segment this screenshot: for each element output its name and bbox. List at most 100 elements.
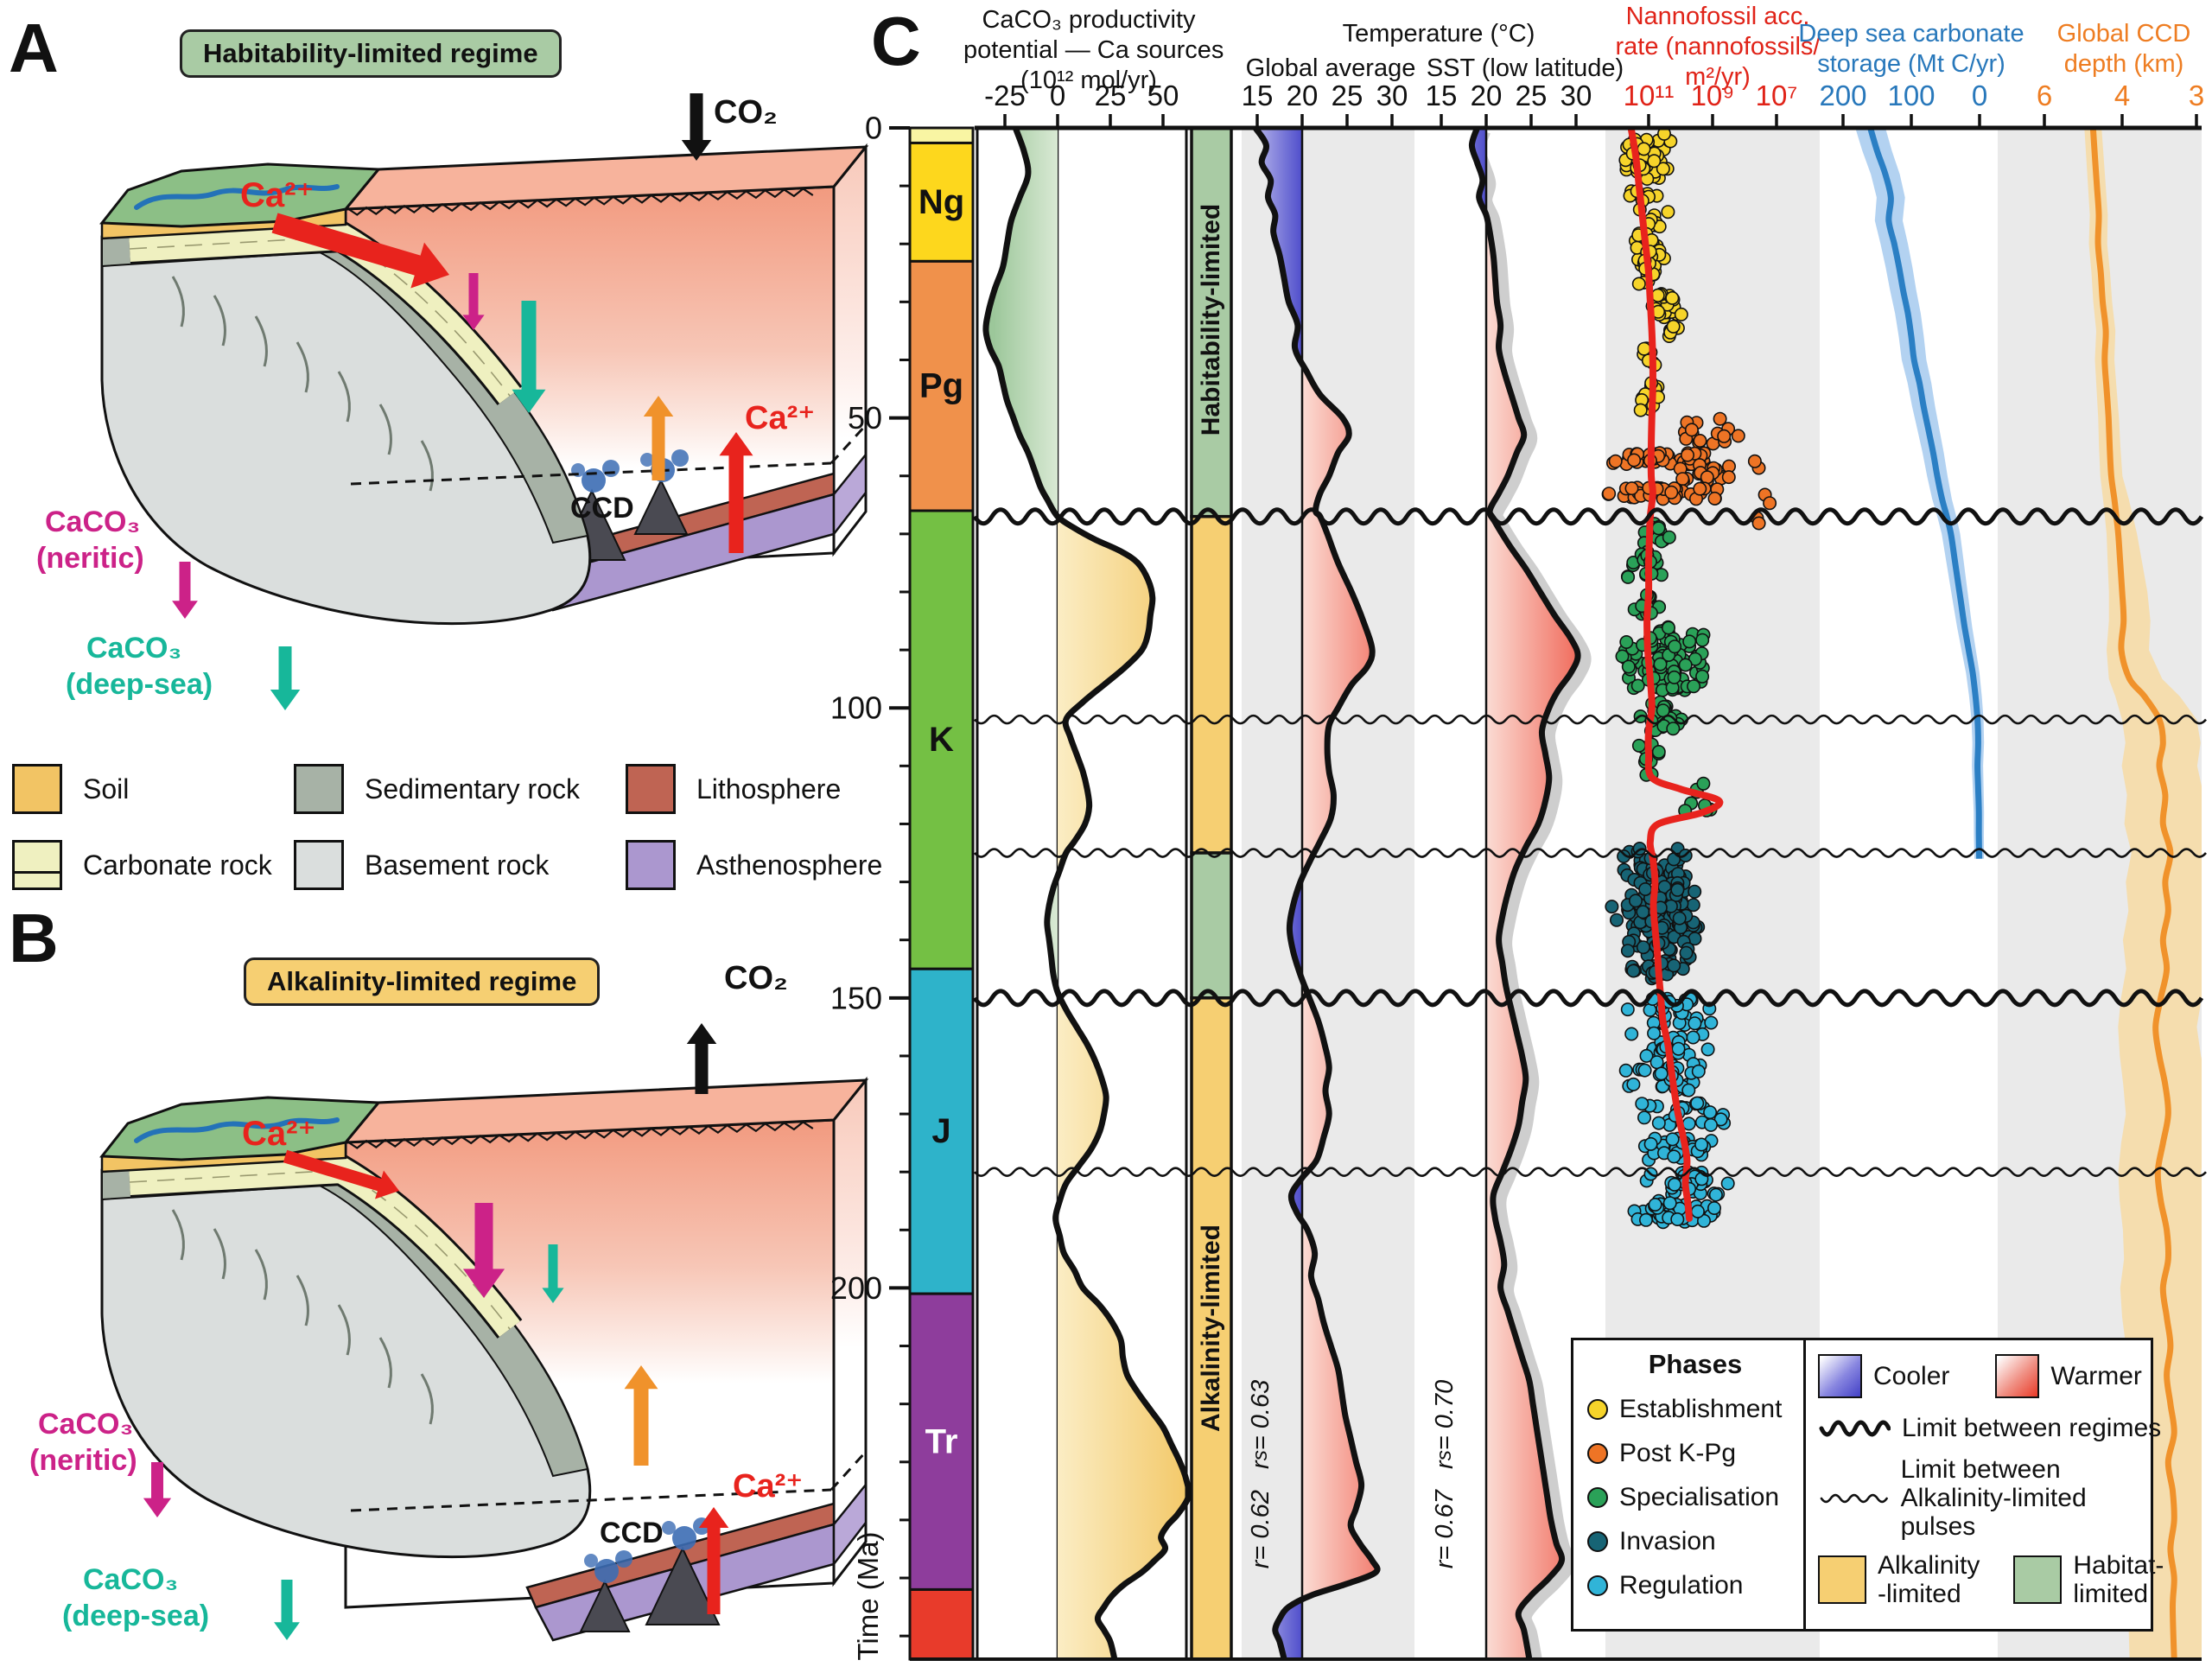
phase-item: Regulation: [1587, 1563, 1803, 1607]
ccd-column: [2084, 128, 2202, 1659]
nannofossil-header: Nannofossil acc. rate (nannofossils/m²/yr…: [1615, 3, 1821, 91]
svg-text:50: 50: [848, 400, 882, 436]
svg-text:J: J: [931, 1112, 950, 1150]
caco3-header: CaCO₃ productivity potential — Ca sources…: [963, 6, 1224, 94]
period-J: [908, 967, 975, 1295]
phase-label: Invasion: [1619, 1526, 1716, 1555]
arrow: [542, 1244, 564, 1303]
period-unlabeled: [908, 126, 975, 144]
ccd-header: Global CCD depth (km): [2056, 20, 2191, 78]
ca-weathering-label-a: Ca²⁺: [240, 176, 315, 214]
svg-text:Ng: Ng: [918, 183, 964, 221]
time-axis: 0 50 100 150 200: [830, 111, 910, 1638]
warmer-label: Warmer: [2050, 1361, 2142, 1390]
svg-text:15: 15: [1426, 80, 1458, 111]
nannofossil-rate-line: [1627, 128, 1724, 1222]
temperature-sub-global: Global average: [1245, 54, 1416, 82]
bold-wavy-sample: [1819, 1420, 1891, 1437]
ccd-label-b: CCD: [600, 1517, 664, 1549]
rock-swatch: [12, 840, 62, 890]
caco3-deepsea-label-a: CaCO₃: [86, 632, 182, 665]
caco3-neritic-sub-b: (neritic): [29, 1444, 137, 1477]
svg-text:100: 100: [830, 690, 882, 726]
caco3-neritic-sub-a: (neritic): [36, 542, 144, 575]
arrow: [719, 432, 753, 553]
rock-swatch: [294, 764, 344, 814]
rock-label: Soil: [83, 773, 130, 805]
svg-text:25: 25: [1095, 80, 1127, 111]
phase-dot: [1587, 1530, 1608, 1552]
phase-dot: [1587, 1442, 1608, 1464]
svg-text:Tr: Tr: [925, 1422, 958, 1460]
rock-swatch: [12, 764, 62, 814]
panel-c-letter: C: [871, 3, 921, 80]
phase-dots-post-k-pg: [1601, 411, 1777, 531]
rock-legend-item: Carbonate rock: [12, 840, 294, 890]
rock-label: Carbonate rock: [83, 849, 272, 881]
sst-axis: 15 20 25 30: [1426, 80, 1592, 128]
arrow: [643, 396, 674, 480]
phases-title: Phases: [1648, 1349, 1743, 1379]
phase-dot: [1587, 1574, 1608, 1596]
phase-dot: [1587, 1486, 1608, 1508]
panel-b-title: Alkalinity-limited regime: [244, 957, 601, 1006]
ca-weathering-label-b: Ca²⁺: [242, 1115, 316, 1153]
period-Ng: [908, 141, 975, 263]
arrow: [462, 1203, 505, 1298]
panel-a-letter: A: [9, 10, 59, 86]
rock-legend-item: Asthenosphere: [626, 840, 885, 890]
svg-text:K: K: [929, 721, 954, 759]
arrow: [681, 93, 712, 161]
svg-text:Pg: Pg: [919, 367, 963, 405]
period-Tr: [908, 1292, 975, 1591]
svg-text:30: 30: [1560, 80, 1592, 111]
nannofossil-axis: 10¹¹ 10⁹ 10⁷: [1624, 80, 1797, 128]
deepsea-line: [1867, 128, 1983, 859]
regime-label-alkalinity: Alkalinity-limited: [1197, 1224, 1225, 1433]
svg-text:100: 100: [1887, 80, 1935, 111]
panel-a-title: Habitability-limited regime: [180, 29, 562, 78]
svg-text:30: 30: [1376, 80, 1408, 111]
svg-text:50: 50: [1147, 80, 1179, 111]
svg-text:20: 20: [1287, 80, 1319, 111]
wavy-limit-thin: [974, 848, 2207, 858]
wavy-limit-bold: [972, 507, 2204, 526]
deepsea-header: Deep sea carbonate storage (Mt C/yr): [1798, 20, 2024, 78]
phase-label: Post K-Pg: [1619, 1438, 1737, 1467]
sst-curve: [1468, 128, 1581, 1659]
regime-segment-alkalinity: [1190, 514, 1233, 855]
svg-text:10⁹: 10⁹: [1691, 80, 1735, 111]
period-Pg: [908, 259, 975, 512]
regime-label-habitability: Habitability-limited: [1197, 203, 1225, 436]
rock-label: Sedimentary rock: [365, 773, 580, 805]
svg-text:200: 200: [1819, 80, 1866, 111]
temperature-sub-sst: SST (low latitude): [1426, 54, 1624, 82]
pulse-limit-label: Limit between Alkalinity-limited pulses: [1900, 1455, 2087, 1541]
rock-swatch: [626, 764, 676, 814]
arrow: [172, 562, 198, 619]
svg-text:15: 15: [1242, 80, 1274, 111]
rock-label: Asthenosphere: [696, 849, 883, 881]
arrow: [271, 213, 449, 289]
arrow: [624, 1365, 658, 1466]
phase-item: Invasion: [1587, 1519, 1803, 1563]
regime-segment-habitability: [1190, 851, 1233, 1000]
deepsea-band: [1855, 128, 1985, 859]
panel-a-diagram: [99, 93, 869, 710]
wavy-limit-thin: [974, 714, 2207, 725]
regime-limit-label: Limit between regimes: [1902, 1414, 2162, 1442]
rock-swatch: [294, 840, 344, 890]
caco3-deepsea-sub-a: (deep-sea): [66, 668, 213, 701]
deepsea-column: [1855, 128, 1985, 859]
legend-symbols: Cooler Warmer Limit between regimes Limi…: [1806, 1340, 2164, 1629]
rock-label: Lithosphere: [696, 773, 842, 805]
rock-legend-item: Soil: [12, 764, 294, 814]
arrow: [512, 301, 546, 413]
habitat-limited-label: Habitat-limited: [2073, 1551, 2164, 1608]
phases-list: Phases Establishment Post K-Pg Specialisat…: [1573, 1340, 1806, 1629]
svg-text:10¹¹: 10¹¹: [1624, 80, 1675, 111]
arrow: [270, 646, 301, 710]
caco3-curve: [982, 128, 1192, 1659]
